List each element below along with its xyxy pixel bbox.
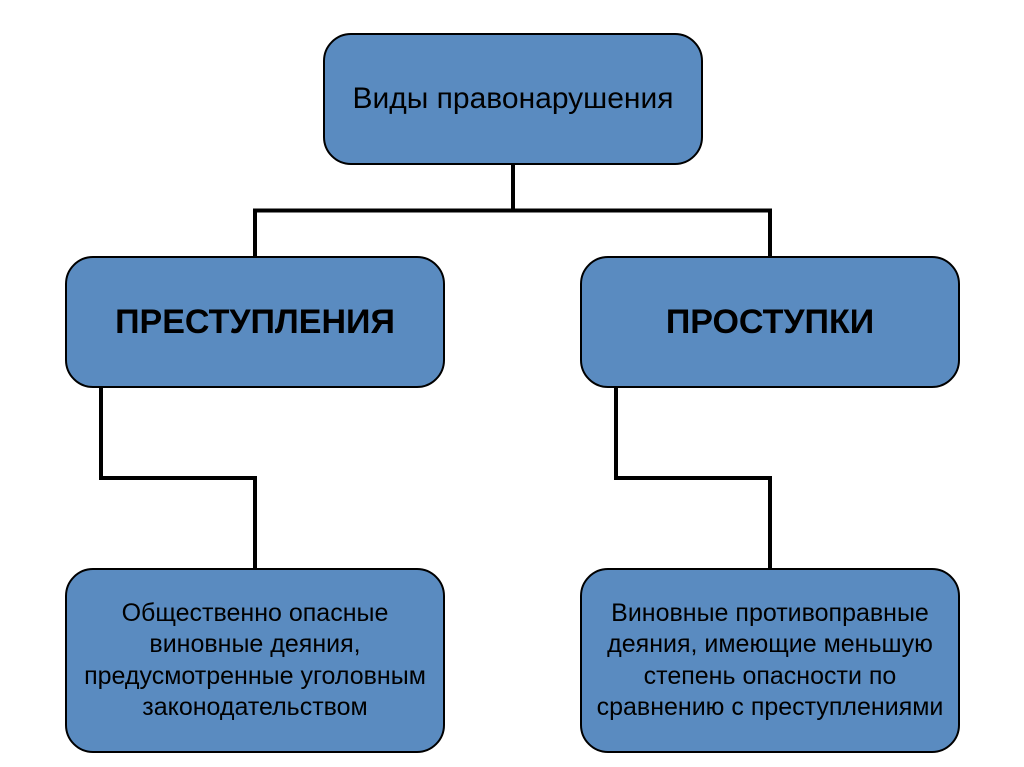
node-root: Виды правонарушения	[323, 33, 703, 165]
diagram-canvas: Виды правонарушения ПРЕСТУПЛЕНИЯ ПРОСТУП…	[0, 0, 1024, 767]
node-crimes: ПРЕСТУПЛЕНИЯ	[65, 256, 445, 388]
node-crimes-description: Общественно опасные виновные деяния, пре…	[65, 568, 445, 753]
node-misdemeanors-description: Виновные противоправные деяния, имеющие …	[580, 568, 960, 753]
node-misdemeanors: ПРОСТУПКИ	[580, 256, 960, 388]
